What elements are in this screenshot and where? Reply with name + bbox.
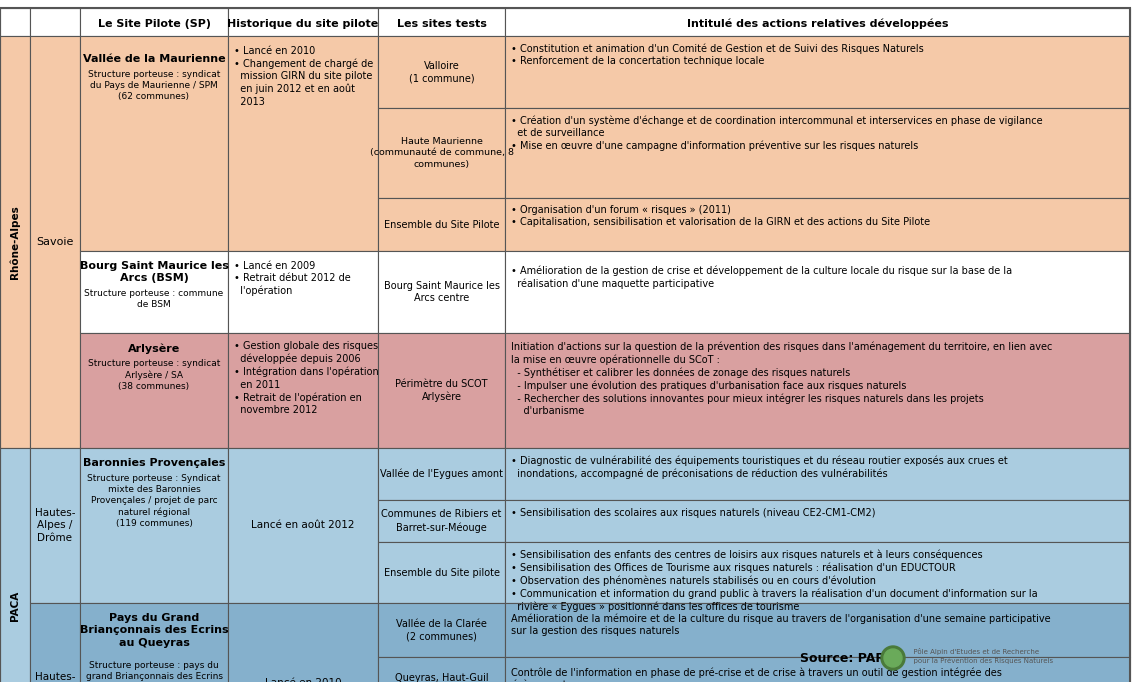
Text: PACA: PACA xyxy=(10,591,21,621)
Bar xyxy=(378,657,505,682)
Text: • Lancé en 2009
• Retrait début 2012 de
  l'opération: • Lancé en 2009 • Retrait début 2012 de … xyxy=(234,261,351,297)
Text: Queyras, Haut-Guil
(3 communes): Queyras, Haut-Guil (3 communes) xyxy=(395,673,489,682)
Bar xyxy=(505,8,1129,36)
Text: • Diagnostic de vulnérabilité des équipements touristiques et du réseau routier : • Diagnostic de vulnérabilité des équipe… xyxy=(510,455,1007,479)
Bar xyxy=(80,603,228,682)
Text: Savoie: Savoie xyxy=(37,237,74,247)
Bar xyxy=(505,603,1129,657)
Text: Lancé en 2010: Lancé en 2010 xyxy=(265,678,341,682)
Text: Le Site Pilote (SP): Le Site Pilote (SP) xyxy=(97,19,210,29)
Text: • Sensibilisation des scolaires aux risques naturels (niveau CE2-CM1-CM2): • Sensibilisation des scolaires aux risq… xyxy=(510,508,876,518)
Text: Lancé en août 2012: Lancé en août 2012 xyxy=(251,520,355,531)
Bar xyxy=(80,448,228,603)
Bar xyxy=(505,36,1129,108)
Text: Bourg Saint Maurice les
Arcs centre: Bourg Saint Maurice les Arcs centre xyxy=(384,281,499,303)
Text: Rhône-Alpes: Rhône-Alpes xyxy=(10,205,21,279)
Text: Historique du site pilote: Historique du site pilote xyxy=(227,19,379,29)
Bar xyxy=(80,333,228,448)
Bar xyxy=(505,198,1129,251)
Bar xyxy=(378,8,505,36)
Bar xyxy=(378,333,505,448)
Bar xyxy=(228,603,378,682)
Bar xyxy=(30,8,80,36)
Text: Communes de Ribiers et
Barret-sur-Méouge: Communes de Ribiers et Barret-sur-Méouge xyxy=(381,509,501,533)
Bar xyxy=(228,251,378,333)
Text: • Gestion globale des risques
  développée depuis 2006
• Intégration dans l'opér: • Gestion globale des risques développée… xyxy=(234,341,379,415)
Bar xyxy=(505,108,1129,198)
Text: Ensemble du Site Pilote: Ensemble du Site Pilote xyxy=(384,220,499,230)
Bar xyxy=(505,251,1129,333)
Text: • Amélioration de la gestion de crise et développement de la culture locale du r: • Amélioration de la gestion de crise et… xyxy=(510,265,1012,288)
Text: Contrôle de l'information en phase de pré-crise et de crise à travers un outil d: Contrôle de l'information en phase de pr… xyxy=(510,667,1002,682)
Text: Hautes-
Alpes /
Drôme: Hautes- Alpes / Drôme xyxy=(34,508,75,543)
Text: Structure porteuse : syndicat
Arlysère / SA
(38 communes): Structure porteuse : syndicat Arlysère /… xyxy=(88,359,220,391)
Bar xyxy=(228,8,378,36)
Text: • Lancé en 2010
• Changement de chargé de
  mission GIRN du site pilote
  en jui: • Lancé en 2010 • Changement de chargé d… xyxy=(234,46,373,107)
Bar xyxy=(228,333,378,448)
Text: • Constitution et animation d'un Comité de Gestion et de Suivi des Risques Natur: • Constitution et animation d'un Comité … xyxy=(510,43,924,66)
Text: Structure porteuse : syndicat
du Pays de Maurienne / SPM
(62 communes): Structure porteuse : syndicat du Pays de… xyxy=(88,70,220,101)
Text: Arlysère: Arlysère xyxy=(128,343,180,353)
Text: • Création d'un système d'échange et de coordination intercommunal et interservi: • Création d'un système d'échange et de … xyxy=(510,115,1043,151)
Circle shape xyxy=(884,649,902,667)
Bar xyxy=(80,36,228,251)
Bar xyxy=(30,448,80,603)
Circle shape xyxy=(880,646,904,670)
Text: Structure porteuse : pays du
grand Briançonnais des Ecrins
au Queyras
(4 communa: Structure porteuse : pays du grand Brian… xyxy=(82,661,226,682)
Text: • Organisation d'un forum « risques » (2011)
• Capitalisation, sensibilisation e: • Organisation d'un forum « risques » (2… xyxy=(510,205,930,227)
Bar xyxy=(0,36,30,448)
Bar xyxy=(80,8,228,36)
Text: Les sites tests: Les sites tests xyxy=(396,19,486,29)
Bar xyxy=(378,448,505,500)
Bar xyxy=(378,500,505,542)
Text: Amélioration de la mémoire et de la culture du risque au travers de l'organisati: Amélioration de la mémoire et de la cult… xyxy=(510,613,1051,636)
Bar xyxy=(378,603,505,657)
Text: Intitulé des actions relatives développées: Intitulé des actions relatives développé… xyxy=(686,18,948,29)
Bar xyxy=(378,198,505,251)
Text: Baronnies Provençales: Baronnies Provençales xyxy=(83,458,225,468)
Bar xyxy=(378,108,505,198)
Text: Structure porteuse : Syndicat
mixte des Baronnies
Provençales / projet de parc
n: Structure porteuse : Syndicat mixte des … xyxy=(87,474,220,528)
Text: Valloire
(1 commune): Valloire (1 commune) xyxy=(409,61,474,83)
Text: Vallée de la Maurienne: Vallée de la Maurienne xyxy=(82,54,225,64)
Bar xyxy=(505,500,1129,542)
Text: Vallée de l'Eygues amont: Vallée de l'Eygues amont xyxy=(380,469,502,479)
Text: Hautes-
Alpes: Hautes- Alpes xyxy=(34,672,75,682)
Bar xyxy=(378,251,505,333)
Text: Pays du Grand
Briançonnais des Ecrins
au Queyras: Pays du Grand Briançonnais des Ecrins au… xyxy=(80,613,228,648)
Bar xyxy=(228,448,378,603)
Text: Source: PARN: Source: PARN xyxy=(801,651,895,664)
Text: Structure porteuse : commune
de BSM: Structure porteuse : commune de BSM xyxy=(85,289,224,309)
Text: Périmètre du SCOT
Arlysère: Périmètre du SCOT Arlysère xyxy=(395,379,488,402)
Bar xyxy=(505,333,1129,448)
Text: Bourg Saint Maurice les
Arcs (BSM): Bourg Saint Maurice les Arcs (BSM) xyxy=(80,261,228,284)
Text: Pôle Alpin d'Etudes et de Recherche
      pour la Prévention des Risques Naturel: Pôle Alpin d'Etudes et de Recherche pour… xyxy=(900,649,1053,664)
Bar xyxy=(30,603,80,682)
Bar xyxy=(505,542,1129,603)
Text: Initiation d'actions sur la question de la prévention des risques dans l'aménage: Initiation d'actions sur la question de … xyxy=(510,341,1053,416)
Bar xyxy=(0,448,30,682)
Text: Ensemble du Site pilote: Ensemble du Site pilote xyxy=(384,567,499,578)
Bar xyxy=(505,657,1129,682)
Text: Haute Maurienne
(communauté de commune, 8
communes): Haute Maurienne (communauté de commune, … xyxy=(370,137,514,168)
Text: Vallée de la Clarée
(2 communes): Vallée de la Clarée (2 communes) xyxy=(396,619,486,641)
Bar xyxy=(378,542,505,603)
Bar xyxy=(0,8,30,36)
Bar xyxy=(505,448,1129,500)
Text: • Sensibilisation des enfants des centres de loisirs aux risques naturels et à l: • Sensibilisation des enfants des centre… xyxy=(510,549,1038,612)
Bar xyxy=(378,36,505,108)
Bar xyxy=(30,36,80,448)
Bar xyxy=(228,36,378,251)
Bar xyxy=(80,251,228,333)
